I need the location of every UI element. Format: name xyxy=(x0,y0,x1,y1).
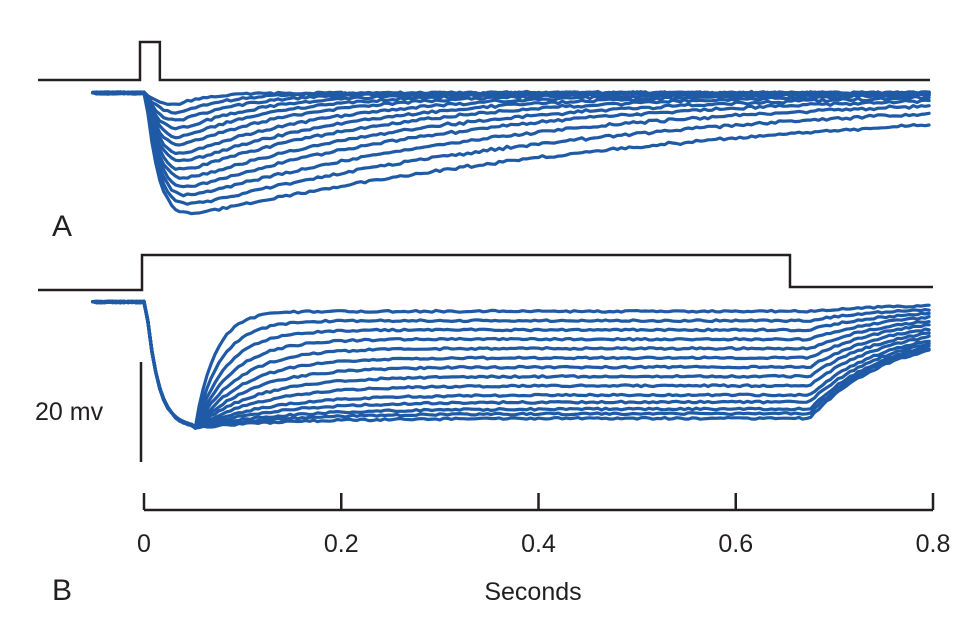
panel-b-trace-6 xyxy=(91,299,931,429)
panel-b-stimulus-trace xyxy=(38,253,933,292)
panel-b: B xyxy=(38,253,933,607)
x-tick-label-2: 0.4 xyxy=(521,530,556,558)
panel-a: A xyxy=(38,40,931,243)
panel-b-trace-13 xyxy=(91,299,931,430)
panel-b-trace-10 xyxy=(91,299,931,429)
panel-b-trace-5 xyxy=(91,299,931,430)
x-axis-label: Seconds xyxy=(484,578,581,606)
panel-a-trace-12 xyxy=(91,90,931,206)
x-axis-ticks: 0 0.2 0.4 0.6 0.8 xyxy=(137,493,950,558)
panel-b-trace-9 xyxy=(91,299,931,430)
panel-a-trace-8 xyxy=(91,90,931,171)
panel-a-trace-11 xyxy=(91,90,931,198)
panel-a-trace-10 xyxy=(91,90,931,189)
panel-a-trace-13 xyxy=(91,90,931,216)
panel-b-trace-8 xyxy=(91,299,931,430)
panel-a-traces xyxy=(91,89,931,216)
panel-a-stimulus-trace xyxy=(38,40,930,82)
panel-b-label: B xyxy=(52,574,72,607)
panel-b-trace-4 xyxy=(91,299,931,430)
panel-a-trace-9 xyxy=(91,90,931,180)
x-axis: 0 0.2 0.4 0.6 0.8 Seconds xyxy=(137,493,950,606)
panel-b-trace-12 xyxy=(91,299,931,429)
panel-b-trace-7 xyxy=(91,299,931,429)
panel-b-trace-3 xyxy=(91,299,931,430)
x-tick-label-0: 0 xyxy=(137,530,151,558)
x-tick-label-3: 0.6 xyxy=(718,530,753,558)
scale-bar-label: 20 mv xyxy=(35,398,104,426)
x-tick-label-1: 0.2 xyxy=(324,530,359,558)
x-tick-label-4: 0.8 xyxy=(916,530,951,558)
panel-b-trace-0 xyxy=(91,299,931,430)
panel-a-trace-7 xyxy=(91,90,931,163)
panel-b-trace-2 xyxy=(91,299,931,429)
panel-b-trace-1 xyxy=(91,299,931,429)
panel-b-traces xyxy=(91,299,931,430)
panel-b-trace-11 xyxy=(91,299,931,429)
panel-a-label: A xyxy=(52,210,72,243)
scale-bar: 20 mv xyxy=(35,362,143,462)
